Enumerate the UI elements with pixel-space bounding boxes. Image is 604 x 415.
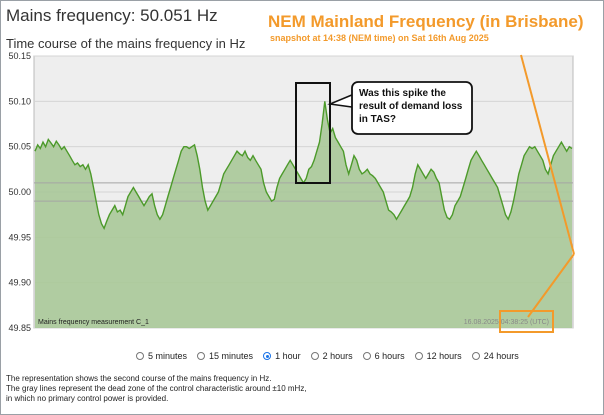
callout-line-3: in TAS? — [359, 114, 396, 125]
range-label: 6 hours — [374, 351, 405, 361]
annotation-pointer-line-2 — [527, 253, 575, 318]
range-label: 2 hours — [322, 351, 353, 361]
callout-line-2: result of demand loss — [359, 101, 463, 112]
timestamp-label: 16.08.2025 04:38:25 (UTC) — [464, 319, 549, 326]
measurement-label: Mains frequency measurement C_1 — [38, 319, 149, 326]
y-tick-label: 49.85 — [8, 323, 31, 333]
description-line-3: in which no primary control power is pro… — [6, 394, 169, 403]
y-tick-label: 49.90 — [8, 278, 31, 288]
chart-description: The representation shows the second cour… — [6, 374, 307, 404]
range-option-5-minutes[interactable]: 5 minutes — [136, 351, 187, 361]
radio-12-hours[interactable] — [414, 352, 423, 360]
radio-1-hour[interactable] — [263, 352, 272, 360]
description-line-1: The representation shows the second cour… — [6, 374, 272, 383]
radio-15-minutes[interactable] — [197, 352, 206, 360]
callout-line-1: Was this spike the — [359, 88, 446, 99]
y-tick-label: 50.05 — [8, 142, 31, 152]
description-line-2: The gray lines represent the dead zone o… — [6, 384, 307, 393]
range-option-12-hours[interactable]: 12 hours — [414, 351, 462, 361]
y-axis: 50.15 50.10 50.05 50.00 49.95 49.90 49.85 — [8, 51, 31, 333]
page-title: Mains frequency: 50.051 Hz — [6, 6, 218, 25]
range-label: 5 minutes — [148, 351, 188, 361]
time-range-selector: 5 minutes 15 minutes 1 hour 2 hours 6 ho… — [136, 351, 529, 361]
radio-6-hours[interactable] — [362, 352, 371, 360]
y-tick-label: 50.15 — [8, 51, 31, 61]
chart-subtitle: Time course of the mains frequency in Hz — [6, 36, 246, 51]
annotation-subtitle: snapshot at 14:38 (NEM time) on Sat 16th… — [270, 33, 489, 43]
radio-2-hours[interactable] — [310, 352, 319, 360]
radio-5-minutes[interactable] — [136, 352, 144, 360]
annotation-title: NEM Mainland Frequency (in Brisbane) — [268, 12, 584, 31]
range-label: 1 hour — [275, 351, 301, 361]
range-option-6-hours[interactable]: 6 hours — [362, 351, 405, 361]
range-option-2-hours[interactable]: 2 hours — [310, 351, 353, 361]
spike-highlight-box — [295, 82, 331, 184]
callout-box — [351, 81, 473, 135]
annotation-pointer-line — [520, 54, 575, 255]
range-option-15-minutes[interactable]: 15 minutes — [197, 351, 253, 361]
y-tick-label: 50.00 — [8, 187, 31, 197]
range-label: 24 hours — [483, 351, 519, 361]
range-option-1-hour[interactable]: 1 hour — [263, 351, 301, 361]
timestamp-highlight-box — [499, 310, 554, 333]
range-label: 12 hours — [426, 351, 462, 361]
radio-24-hours[interactable] — [471, 352, 480, 360]
range-label: 15 minutes — [209, 351, 254, 361]
range-option-24-hours[interactable]: 24 hours — [471, 351, 519, 361]
frequency-area — [35, 101, 572, 328]
y-tick-label: 49.95 — [8, 232, 31, 242]
y-tick-label: 50.10 — [8, 96, 31, 106]
